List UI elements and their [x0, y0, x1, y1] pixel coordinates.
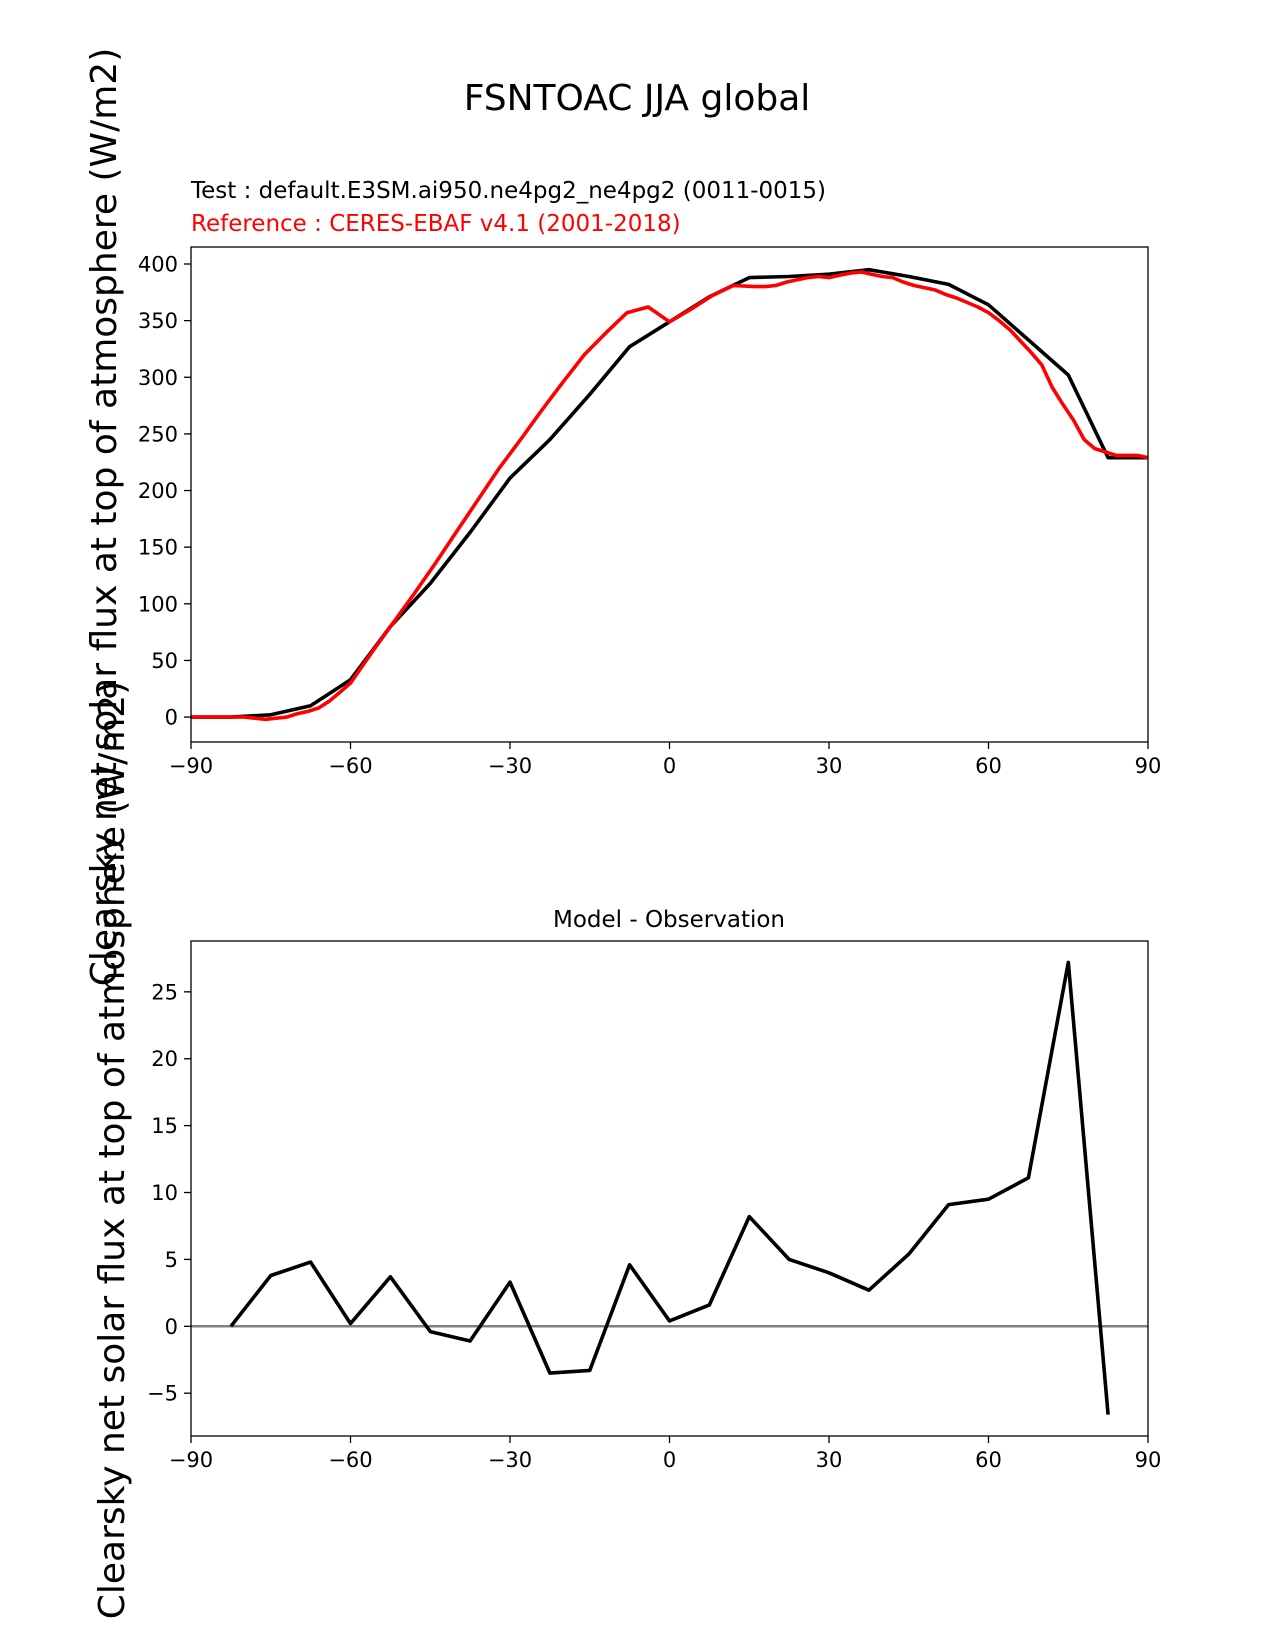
- x-tick-label: −90: [169, 1448, 213, 1472]
- y-tick-label: −5: [147, 1382, 178, 1406]
- bottom-plot-area: −90 −60 −30 0 30 60 90 −5 0 5 10 15 20 25: [147, 940, 1162, 1472]
- x-tick-label: 0: [663, 1448, 676, 1472]
- bottom-y-axis-label: Clearsky net solar flux at top of atmosp…: [92, 681, 133, 1620]
- x-tick-label: 60: [975, 754, 1002, 778]
- y-tick-label: 300: [138, 366, 178, 390]
- y-tick-label: 100: [138, 592, 178, 616]
- axes-frame: [190, 940, 1149, 1437]
- bottom-panel: Model - Observation Clearsky net solar f…: [92, 681, 1161, 1620]
- x-tick-label: 60: [975, 1448, 1002, 1472]
- y-tick-label: 5: [165, 1248, 178, 1272]
- axes-frame: [190, 246, 1149, 743]
- series-line-test: [191, 267, 1148, 719]
- top-y-axis-label: Clearsky net solar flux at top of atmosp…: [84, 48, 125, 987]
- y-tick-label: 15: [151, 1114, 178, 1138]
- y-tick-label: 150: [138, 536, 178, 560]
- x-tick-label: −90: [169, 754, 213, 778]
- y-tick-label: 350: [138, 309, 178, 333]
- x-tick-label: 90: [1135, 1448, 1162, 1472]
- figure-title: FSNTOAC JJA global: [464, 78, 811, 119]
- y-tick-label: 400: [138, 252, 178, 276]
- series-line-model-observation: [229, 960, 1110, 1415]
- y-tick-label: 50: [151, 649, 178, 673]
- x-tick-label: 30: [816, 754, 843, 778]
- y-tick-label: 0: [165, 1315, 178, 1339]
- y-tick-label: 10: [151, 1181, 178, 1205]
- y-tick-label: 0: [165, 706, 178, 730]
- x-tick-label: 90: [1135, 754, 1162, 778]
- y-tick-label: 25: [151, 980, 178, 1004]
- x-tick-label: 30: [816, 1448, 843, 1472]
- reference-label: Reference : CERES-EBAF v4.1 (2001-2018): [191, 211, 681, 237]
- x-tick-label: 0: [663, 754, 676, 778]
- top-panel: Test : default.E3SM.ai950.ne4pg2_ne4pg2 …: [84, 48, 1161, 987]
- x-tick-label: −30: [488, 1448, 532, 1472]
- y-tick-label: 200: [138, 479, 178, 503]
- difference-title: Model - Observation: [553, 907, 785, 933]
- x-tick-label: −30: [488, 754, 532, 778]
- test-label: Test : default.E3SM.ai950.ne4pg2_ne4pg2 …: [190, 178, 826, 204]
- x-tick-label: −60: [328, 1448, 372, 1472]
- x-tick-label: −60: [328, 754, 372, 778]
- series-line-reference: [191, 270, 1148, 722]
- y-tick-label: 250: [138, 422, 178, 446]
- top-plot-area: −90 −60 −30 0 30 60 90 0 50 100 150 200 250 300 350 400: [138, 246, 1162, 778]
- y-tick-label: 20: [151, 1047, 178, 1071]
